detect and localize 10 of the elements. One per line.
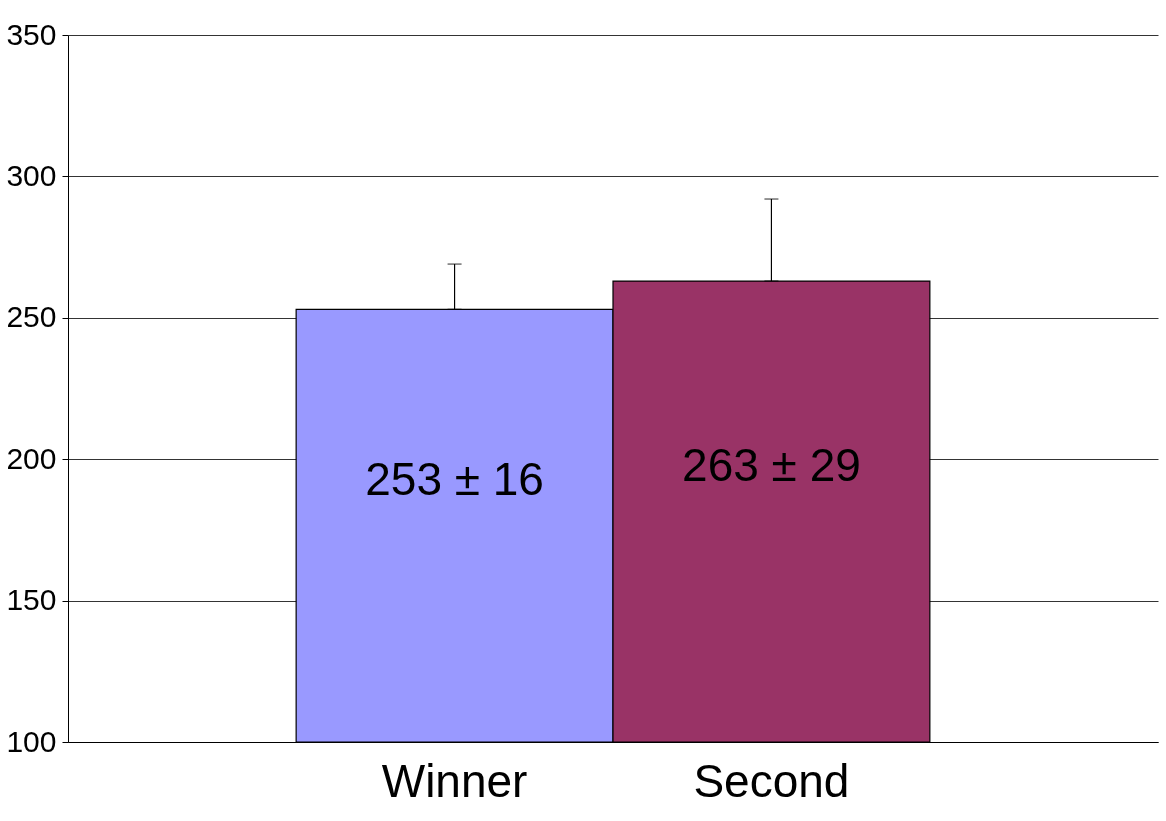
data-label: 253 ± 16 <box>365 452 544 505</box>
y-tick-label: 100 <box>6 724 57 758</box>
y-tick-label: 150 <box>6 583 57 617</box>
data-label: 263 ± 29 <box>682 438 861 491</box>
x-tick-label: Second <box>693 754 850 807</box>
x-tick-label: Winner <box>381 754 528 807</box>
y-tick-label: 350 <box>6 17 57 51</box>
y-tick-label: 300 <box>6 158 57 192</box>
y-tick-label: 250 <box>6 300 57 334</box>
y-tick-label: 200 <box>6 441 57 475</box>
